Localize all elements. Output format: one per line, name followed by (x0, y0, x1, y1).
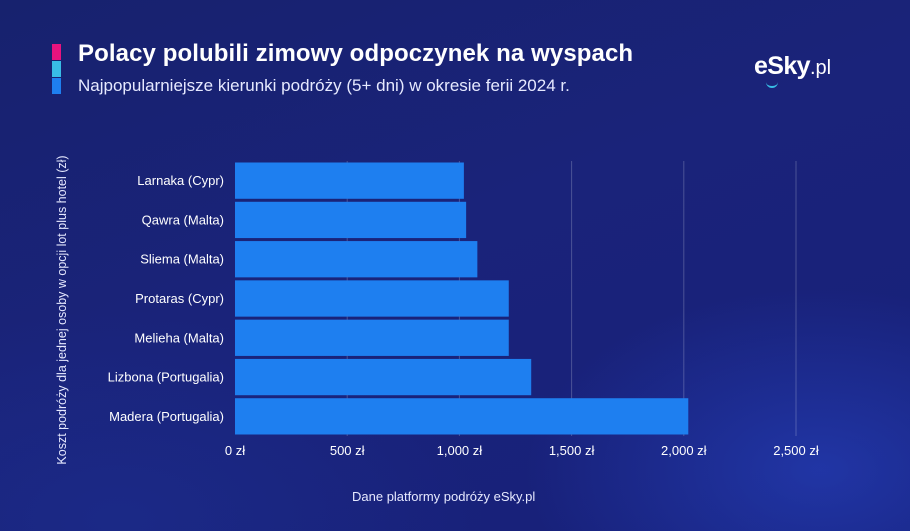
bar (235, 201, 467, 239)
bar (235, 241, 478, 278)
chart-title: Polacy polubili zimowy odpoczynek na wys… (78, 40, 634, 67)
bar (235, 398, 689, 435)
logo-main-text: eSky (754, 52, 811, 80)
esky-logo: eSky.pl (754, 52, 832, 88)
bar (235, 162, 464, 199)
x-tick-label: 1,000 zł (437, 443, 483, 458)
x-tick-label: 2,000 zł (661, 443, 707, 458)
category-labels: Larnaka (Cypr) Qawra (Malta) Sliema (Malta… (108, 173, 224, 424)
category-label: Qawra (Malta) (142, 212, 224, 227)
x-tick-label: 1,500 zł (549, 443, 595, 458)
accent-bar-blue (52, 78, 61, 94)
category-label: Larnaka (Cypr) (137, 173, 224, 188)
category-label: Protaras (Cypr) (135, 291, 224, 306)
x-tick-label: 2,500 zł (773, 443, 819, 458)
category-label: Melieha (Malta) (134, 330, 224, 345)
category-label: Lizbona (Portugalia) (108, 370, 224, 385)
x-tick-label: 500 zł (330, 443, 365, 458)
logo-domain-text: .pl (810, 57, 832, 79)
tick-labels: 0 zł 500 zł 1,000 zł 1,500 zł 2,000 zł 2,500 … (225, 443, 819, 458)
accent-bar-cyan (52, 61, 61, 77)
category-label: Madera (Portugalia) (109, 409, 224, 424)
category-label: Sliema (Malta) (140, 252, 224, 267)
accent-bar-pink (52, 44, 61, 60)
bar (235, 280, 509, 317)
bars (235, 162, 689, 435)
bar (235, 358, 532, 396)
data-source-note: Dane platformy podróży eSky.pl (352, 489, 536, 504)
chart-subtitle: Najpopularniejsze kierunki podróży (5+ d… (78, 76, 570, 95)
bar (235, 319, 509, 356)
logo-swoosh-icon (766, 78, 778, 88)
x-tick-label: 0 zł (225, 443, 245, 458)
